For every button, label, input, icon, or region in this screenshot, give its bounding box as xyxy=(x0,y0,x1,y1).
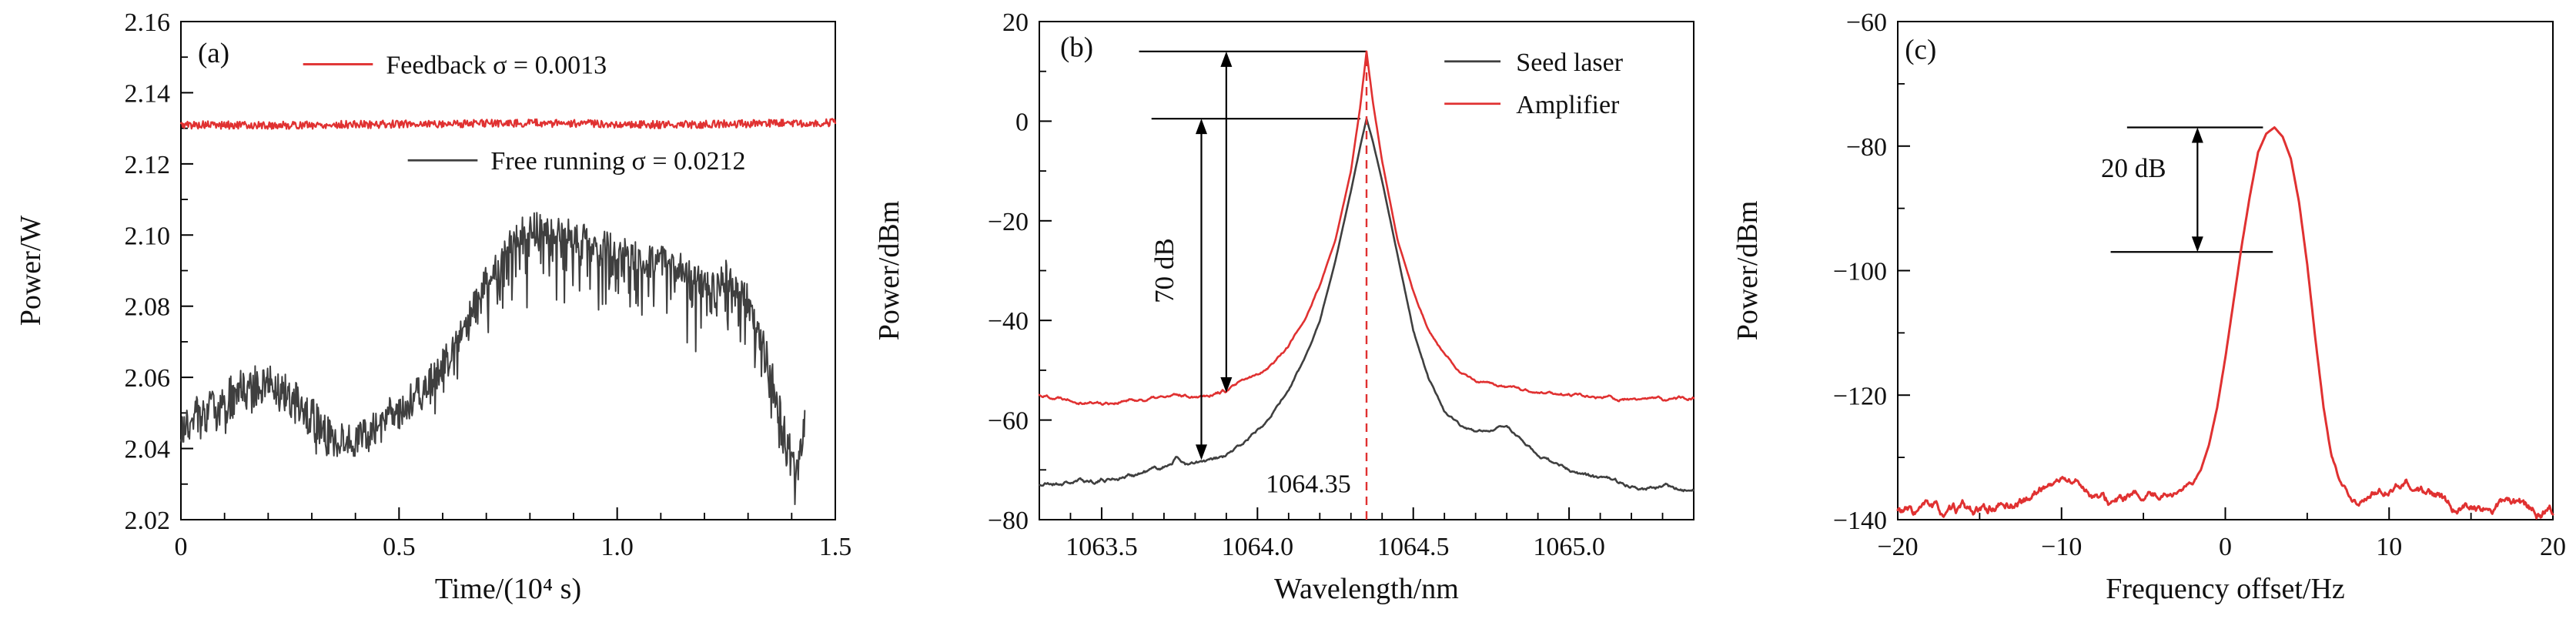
svg-text:−100: −100 xyxy=(1833,258,1887,286)
panel-c-container: −20 −10 0 10 20 −60 −80 −100 −120 −140 Frequency o… xyxy=(1717,0,2576,629)
svg-text:1064.35: 1064.35 xyxy=(1266,470,1351,498)
svg-text:2.12: 2.12 xyxy=(125,151,171,179)
svg-text:1.5: 1.5 xyxy=(819,533,852,561)
svg-text:−10: −10 xyxy=(2041,533,2082,561)
svg-text:Wavelength/nm: Wavelength/nm xyxy=(1274,573,1459,605)
svg-text:2.16: 2.16 xyxy=(125,8,171,37)
svg-text:−40: −40 xyxy=(988,307,1029,336)
panel-b-chart: 1063.5 1064.0 1064.5 1065.0 20 0 −20 −40 −60 −80 W… xyxy=(873,8,1695,605)
svg-text:0: 0 xyxy=(2219,533,2232,561)
svg-text:−80: −80 xyxy=(1846,133,1887,162)
svg-text:−20: −20 xyxy=(1877,533,1918,561)
panel-a-container: 0 0.5 1.0 1.5 2.02 2.04 2.06 2.08 2.10 2.12 2.14 2.… xyxy=(0,0,858,629)
svg-text:Free running σ = 0.0212: Free running σ = 0.0212 xyxy=(490,147,745,176)
svg-text:Time/(10⁴ s): Time/(10⁴ s) xyxy=(435,573,581,605)
svg-text:1063.5: 1063.5 xyxy=(1066,533,1138,561)
svg-text:Seed laser: Seed laser xyxy=(1516,49,1623,77)
svg-text:2.14: 2.14 xyxy=(125,79,171,108)
svg-text:0: 0 xyxy=(1015,108,1029,136)
svg-text:(b): (b) xyxy=(1060,32,1093,63)
svg-text:1.0: 1.0 xyxy=(601,533,634,561)
svg-text:Feedback σ = 0.0013: Feedback σ = 0.0013 xyxy=(386,51,607,79)
svg-text:2.04: 2.04 xyxy=(125,436,171,464)
svg-text:1065.0: 1065.0 xyxy=(1533,533,1605,561)
svg-text:(c): (c) xyxy=(1905,35,1936,66)
svg-text:20 dB: 20 dB xyxy=(2101,153,2166,183)
svg-text:10: 10 xyxy=(2376,533,2402,561)
svg-text:−140: −140 xyxy=(1833,507,1887,535)
svg-text:2.08: 2.08 xyxy=(125,293,171,322)
svg-text:0: 0 xyxy=(175,533,188,561)
svg-text:1064.5: 1064.5 xyxy=(1377,533,1450,561)
svg-text:(a): (a) xyxy=(198,38,229,69)
svg-text:Amplifier: Amplifier xyxy=(1516,91,1620,119)
svg-text:Power/dBm: Power/dBm xyxy=(1731,201,1764,341)
panel-b-container: 1063.5 1064.0 1064.5 1065.0 20 0 −20 −40 −60 −80 W… xyxy=(858,0,1717,629)
svg-text:70 dB: 70 dB xyxy=(1149,238,1179,303)
svg-text:−60: −60 xyxy=(1846,8,1887,37)
svg-text:2.02: 2.02 xyxy=(125,507,171,535)
svg-text:2.06: 2.06 xyxy=(125,364,171,393)
svg-text:20: 20 xyxy=(1002,8,1029,37)
svg-text:−60: −60 xyxy=(988,407,1029,436)
svg-text:1064.0: 1064.0 xyxy=(1222,533,1294,561)
svg-text:−20: −20 xyxy=(988,208,1029,236)
svg-text:−120: −120 xyxy=(1833,382,1887,410)
svg-text:Power/dBm: Power/dBm xyxy=(873,201,905,341)
svg-text:Power/W: Power/W xyxy=(15,216,47,326)
svg-text:2.10: 2.10 xyxy=(125,222,171,250)
svg-text:20: 20 xyxy=(2540,533,2566,561)
panel-a-chart: 0 0.5 1.0 1.5 2.02 2.04 2.06 2.08 2.10 2.12 2.14 2.… xyxy=(15,8,852,605)
svg-text:−80: −80 xyxy=(988,507,1029,535)
svg-text:Frequency offset/Hz: Frequency offset/Hz xyxy=(2106,573,2345,605)
svg-text:0.5: 0.5 xyxy=(383,533,416,561)
